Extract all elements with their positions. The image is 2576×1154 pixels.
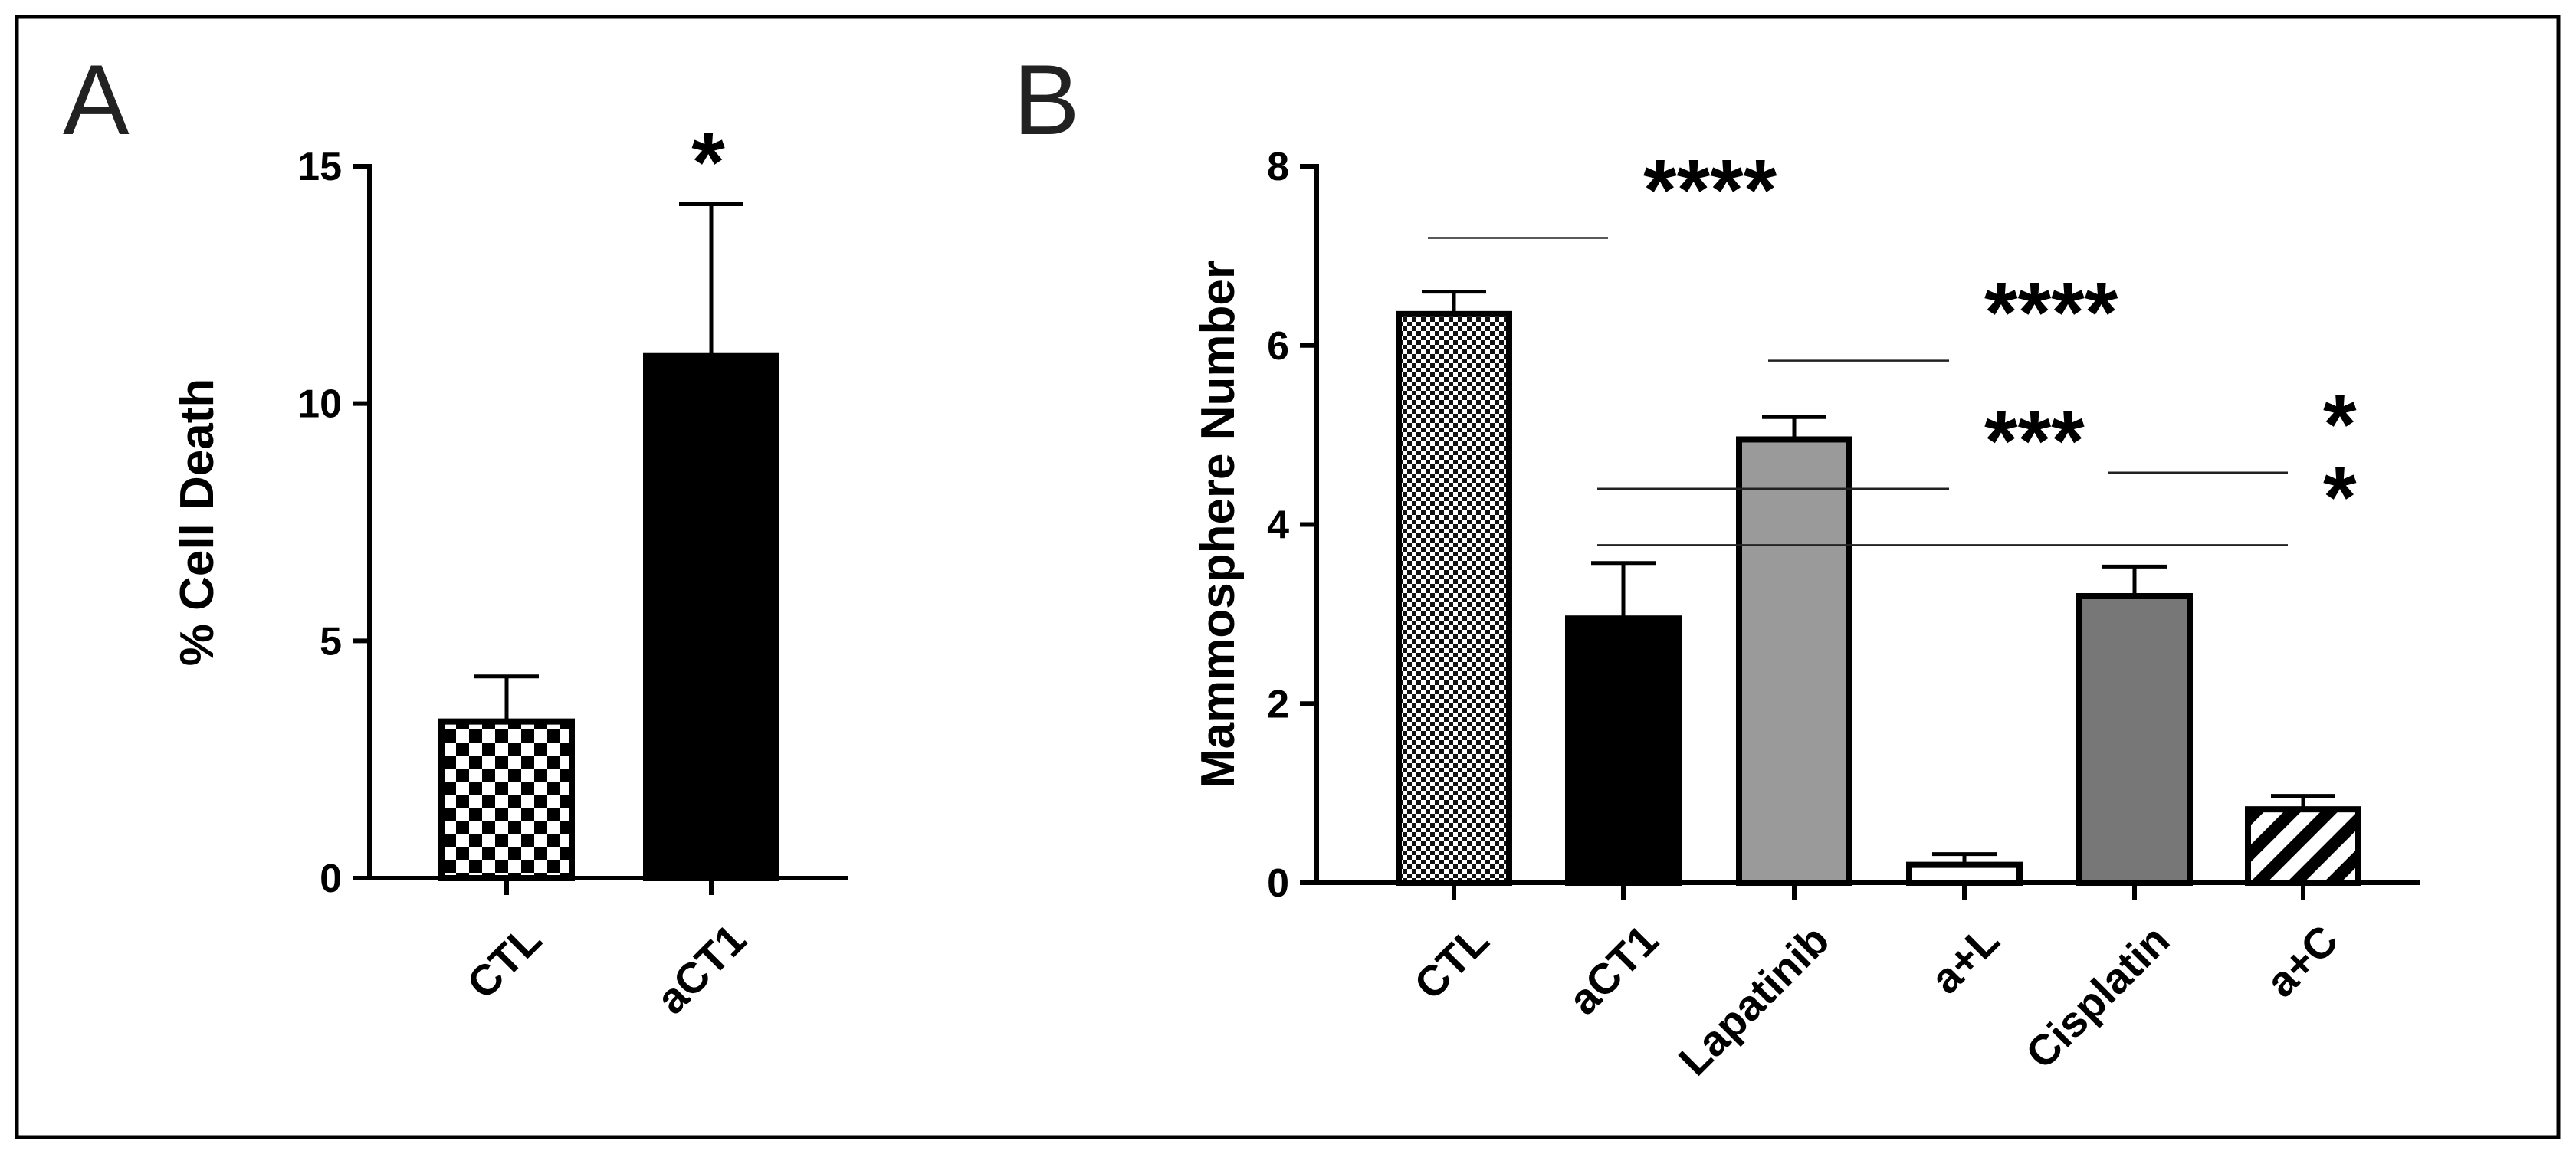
panel-a-y-axis-title: % Cell Death xyxy=(171,379,224,667)
panel-b-y-axis-title: Mammosphere Number xyxy=(1192,261,1245,788)
panel-b-letter: B xyxy=(1013,44,1080,156)
panel-b-significance-label: * xyxy=(2323,449,2357,545)
panel-a-y-tick-label: 0 xyxy=(320,857,342,901)
panel-b-bar-ctl xyxy=(1396,310,1512,886)
panel-b-significance-label: * xyxy=(2323,377,2357,473)
panel-b-y-tick-label: 6 xyxy=(1267,324,1289,369)
panel-b-significance-label: **** xyxy=(1643,143,1777,238)
panel-a-bar-ctl xyxy=(438,718,575,881)
panel-a-letter: A xyxy=(63,44,130,156)
panel-a-bar-act1 xyxy=(643,352,779,881)
panel-b-bar-a-c xyxy=(2245,806,2361,886)
panel-a-y-tick-label: 5 xyxy=(320,619,342,664)
panel-b-y-tick-label: 8 xyxy=(1267,145,1289,189)
panel-b-bar-cisplatin xyxy=(2076,593,2193,886)
panel-b-bar-lapatinib xyxy=(1736,436,1852,886)
panel-a-y-tick-label: 15 xyxy=(297,145,342,189)
panel-b-y-tick-label: 2 xyxy=(1267,682,1289,726)
panel-b-significance-label: **** xyxy=(1984,265,2118,361)
panel-a-y-tick-label: 10 xyxy=(297,382,342,427)
panel-b-y-tick-label: 0 xyxy=(1267,861,1289,906)
panel-b-significance-label: *** xyxy=(1984,393,2085,489)
panel-b-bar-act1 xyxy=(1565,615,1682,886)
panel-b-y-tick-label: 4 xyxy=(1267,503,1289,548)
panel-b-bar-a-l xyxy=(1906,861,2023,886)
panel-a-significance-star: * xyxy=(691,115,725,211)
